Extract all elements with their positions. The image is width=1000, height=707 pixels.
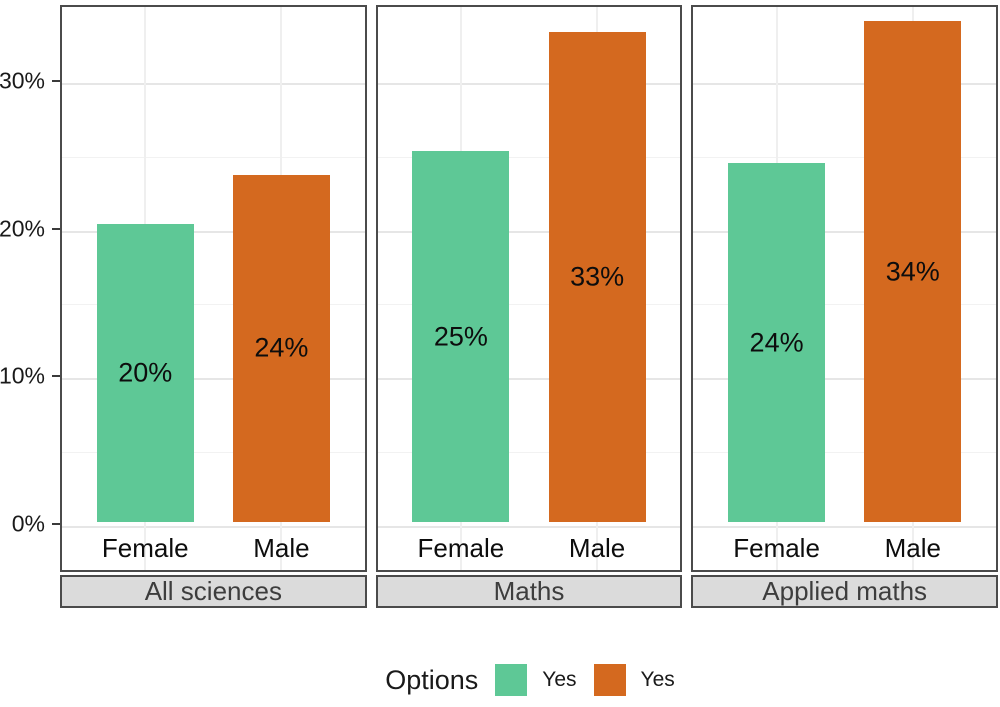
legend-item-label: Yes (640, 668, 675, 691)
bar-male-facet1 (548, 31, 646, 522)
legend-swatch-0 (495, 664, 528, 696)
category-label-female: Female (733, 533, 820, 563)
major-gridline (693, 82, 997, 85)
major-gridline (62, 82, 365, 85)
facet-strip-1: Maths (375, 575, 683, 608)
bar-value-label: 24% (749, 327, 804, 358)
facet-strip-2: Applied maths (691, 575, 999, 608)
bar-value-label: 24% (254, 332, 309, 363)
bar-male-facet2 (864, 21, 962, 522)
category-label-female: Female (101, 533, 189, 563)
facet-0: 20% Female 24% Male All sciences (60, 5, 367, 608)
minor-gridline (693, 452, 997, 454)
bar-female-facet0 (96, 223, 194, 522)
facet-panels: 20% Female 24% Male All sciences 25% Female 33%… (60, 5, 999, 608)
plot-area: 0% 10% 20% 30% 20% Female 24% Male All sciences… (0, 5, 999, 608)
major-gridline (377, 378, 681, 381)
minor-gridline (377, 304, 681, 306)
legend-item-label: Yes (542, 668, 577, 691)
minor-gridline (377, 452, 681, 454)
minor-gridline (62, 304, 365, 306)
minor-gridline (693, 156, 997, 158)
major-gridline (62, 230, 365, 233)
facet-2: 24% Female 34% Male Applied maths (691, 5, 999, 608)
major-gridline (62, 378, 365, 381)
y-tick-mark (52, 227, 60, 230)
y-tick-mark (52, 375, 60, 378)
legend-item-0: Yes (495, 664, 577, 696)
y-tick-mark (52, 523, 60, 525)
legend-item-1: Yes (593, 664, 675, 696)
legend: Options Yes Yes (60, 664, 1000, 696)
facet-strip-0: All sciences (60, 575, 367, 608)
y-tick-label: 30% (0, 67, 45, 94)
bar-value-label: 33% (570, 261, 625, 292)
major-gridline (693, 526, 997, 528)
major-gridline (377, 230, 681, 233)
bar-male-facet0 (233, 174, 330, 522)
y-axis: 0% 10% 20% 30% (0, 5, 60, 572)
minor-gridline (377, 156, 681, 158)
bar-female-facet2 (728, 163, 825, 522)
minor-gridline (62, 452, 365, 454)
minor-gridline (62, 156, 365, 158)
y-tick-mark (52, 79, 60, 82)
y-tick-label: 10% (0, 362, 45, 389)
panel-2: 24% Female 34% Male (691, 5, 999, 572)
legend-swatch-1 (593, 664, 626, 696)
panel-0: 20% Female 24% Male (60, 5, 367, 572)
category-label-male: Male (253, 533, 310, 563)
bar-value-label: 25% (433, 321, 488, 352)
major-gridline (62, 526, 365, 528)
category-label-male: Male (568, 533, 626, 563)
bar-value-label: 34% (885, 256, 940, 287)
legend-title: Options (385, 664, 479, 695)
bar-female-facet1 (412, 151, 510, 522)
major-gridline (693, 230, 997, 233)
bar-value-label: 20% (118, 357, 173, 388)
panel-1: 25% Female 33% Male (375, 5, 683, 572)
category-label-male: Male (884, 533, 941, 563)
major-gridline (377, 82, 681, 85)
legend-items: Yes Yes (495, 664, 675, 696)
y-tick-label: 0% (11, 510, 45, 537)
category-label-female: Female (417, 533, 505, 563)
major-gridline (693, 378, 997, 381)
facet-1: 25% Female 33% Male Maths (375, 5, 683, 608)
minor-gridline (693, 304, 997, 306)
y-tick-label: 20% (0, 215, 45, 242)
major-gridline (377, 526, 681, 528)
